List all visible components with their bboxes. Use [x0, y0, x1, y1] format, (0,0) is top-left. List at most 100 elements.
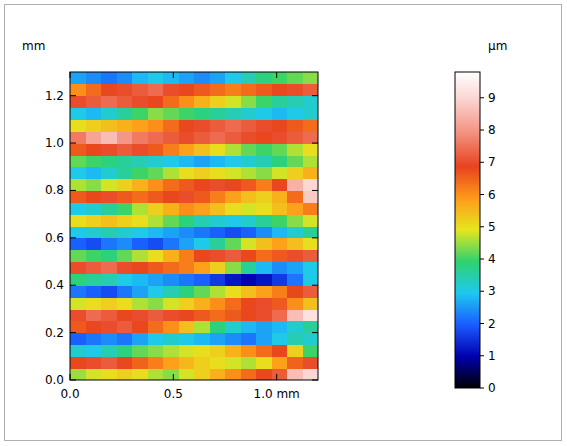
- heatmap-cell: [210, 250, 226, 262]
- heatmap-cell: [210, 96, 226, 108]
- heatmap-cell: [194, 309, 210, 321]
- heatmap-cell: [241, 84, 257, 96]
- heatmap-cell: [132, 214, 148, 226]
- heatmap-cell: [179, 72, 195, 84]
- heatmap-cell: [70, 108, 86, 120]
- heatmap-cell: [303, 108, 319, 120]
- heatmap-cell: [303, 155, 319, 167]
- heatmap-cell: [101, 179, 117, 191]
- heatmap-cell: [272, 285, 288, 297]
- heatmap-cell: [86, 285, 102, 297]
- heatmap-cell: [303, 202, 319, 214]
- y-tick: [312, 380, 318, 381]
- heatmap-cell: [225, 108, 241, 120]
- y-tick-label: 1.0: [45, 136, 64, 150]
- heatmap-cell: [256, 96, 272, 108]
- heatmap-cell: [132, 202, 148, 214]
- heatmap-cell: [101, 131, 117, 143]
- heatmap-cell: [287, 202, 303, 214]
- heatmap-cell: [287, 119, 303, 131]
- heatmap-cell: [194, 285, 210, 297]
- heatmap-cell: [210, 214, 226, 226]
- heatmap-cell: [303, 214, 319, 226]
- heatmap-cell: [179, 297, 195, 309]
- heatmap-cell: [256, 72, 272, 84]
- heatmap-cell: [241, 285, 257, 297]
- colorbar-tick: [480, 323, 484, 324]
- heatmap-cell: [256, 273, 272, 285]
- heatmap-cell: [86, 297, 102, 309]
- heatmap-cell: [303, 309, 319, 321]
- heatmap-cell: [241, 297, 257, 309]
- heatmap-cell: [101, 143, 117, 155]
- colorbar-tick-label: 7: [488, 155, 496, 169]
- heatmap-cell: [132, 368, 148, 380]
- heatmap-cell: [287, 84, 303, 96]
- y-tick: [312, 332, 318, 333]
- heatmap-cell: [148, 285, 164, 297]
- heatmap-cell: [132, 155, 148, 167]
- heatmap-cell: [132, 321, 148, 333]
- heatmap-cell: [179, 226, 195, 238]
- heatmap-cell: [256, 250, 272, 262]
- heatmap-cell: [70, 285, 86, 297]
- heatmap-cell: [86, 226, 102, 238]
- heatmap-cell: [210, 309, 226, 321]
- heatmap-cell: [101, 202, 117, 214]
- heatmap-cell: [225, 214, 241, 226]
- heatmap-cell: [101, 344, 117, 356]
- heatmap-cell: [86, 155, 102, 167]
- heatmap-cell: [272, 297, 288, 309]
- heatmap-cell: [241, 333, 257, 345]
- heatmap-cell: [163, 309, 179, 321]
- heatmap-cell: [148, 108, 164, 120]
- heatmap-cell: [194, 202, 210, 214]
- colorbar-tick-label: 2: [488, 317, 496, 331]
- heatmap-cell: [70, 119, 86, 131]
- heatmap-cell: [163, 226, 179, 238]
- heatmap-cell: [148, 297, 164, 309]
- heatmap-cells: [70, 72, 318, 380]
- heatmap-cell: [86, 190, 102, 202]
- x-tick: [173, 374, 174, 380]
- heatmap-cell: [179, 309, 195, 321]
- heatmap-cell: [117, 333, 133, 345]
- heatmap-cell: [70, 155, 86, 167]
- heatmap-cell: [241, 202, 257, 214]
- heatmap-cell: [148, 84, 164, 96]
- heatmap-cell: [303, 143, 319, 155]
- heatmap-cell: [70, 250, 86, 262]
- heatmap-cell: [303, 297, 319, 309]
- heatmap-cell: [272, 273, 288, 285]
- heatmap-cell: [287, 226, 303, 238]
- heatmap-cell: [303, 368, 319, 380]
- heatmap-cell: [303, 356, 319, 368]
- heatmap-cell: [272, 368, 288, 380]
- heatmap-cell: [148, 356, 164, 368]
- heatmap-cell: [132, 344, 148, 356]
- heatmap-cell: [179, 333, 195, 345]
- heatmap-cell: [272, 238, 288, 250]
- heatmap-cell: [210, 72, 226, 84]
- heatmap-cell: [101, 238, 117, 250]
- heatmap-cell: [148, 131, 164, 143]
- heatmap-cell: [70, 96, 86, 108]
- heatmap-cell: [163, 344, 179, 356]
- x-tick-label: 1.0 mm: [254, 387, 300, 401]
- heatmap-cell: [225, 96, 241, 108]
- heatmap-cell: [225, 84, 241, 96]
- heatmap-cell: [210, 356, 226, 368]
- heatmap-cell: [86, 96, 102, 108]
- colorbar-tick-label: 0: [488, 381, 496, 395]
- heatmap-cell: [225, 285, 241, 297]
- colorbar-tick-label: 8: [488, 123, 496, 137]
- heatmap-cell: [272, 309, 288, 321]
- heatmap-cell: [225, 202, 241, 214]
- heatmap-cell: [86, 214, 102, 226]
- heatmap-cell: [225, 273, 241, 285]
- heatmap-cell: [256, 262, 272, 274]
- heatmap-cell: [132, 262, 148, 274]
- heatmap-cell: [272, 226, 288, 238]
- heatmap-cell: [225, 190, 241, 202]
- heatmap-cell: [256, 190, 272, 202]
